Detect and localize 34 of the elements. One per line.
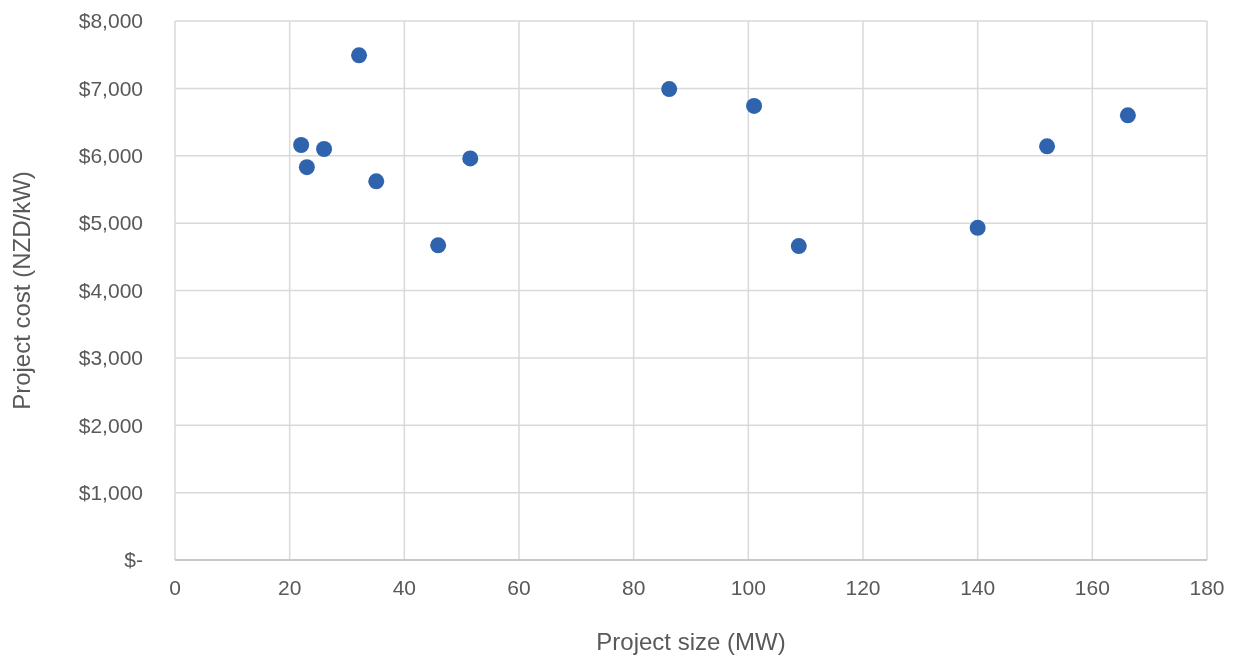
y-tick-label: $4,000 [78,278,143,302]
y-tick-label: $5,000 [78,211,143,235]
point [351,47,368,64]
x-axis-title: Project size (MW) [596,628,786,655]
x-tick-label: 140 [960,576,996,599]
y-tick-label: $7,000 [78,76,143,100]
point [790,238,807,255]
y-tick-label: $1,000 [78,480,143,504]
x-tick-label: 40 [392,576,417,599]
point [298,159,315,176]
x-tick-label: 160 [1074,576,1110,599]
point [462,150,479,167]
y-tick-label: $8,000 [78,9,143,33]
y-tick-label: $3,000 [78,346,143,370]
point [316,141,333,157]
y-tick-label: $6,000 [78,144,143,168]
x-tick-label: 20 [277,576,302,599]
x-tick-label: 180 [1189,576,1225,599]
x-tick-label: 120 [845,576,881,599]
x-tick-label: 100 [730,576,766,599]
point [368,173,385,190]
y-axis-title: Project cost (NZD/kW) [8,171,35,410]
point [746,97,763,114]
point [1119,107,1136,124]
x-tick-label: 60 [507,576,531,599]
point [430,237,447,254]
y-tick-label: $2,000 [78,413,143,437]
x-tick-label: 0 [169,576,181,599]
point [1039,138,1056,155]
y-tick-label: $- [124,548,143,572]
point [661,81,678,98]
x-tick-label: 80 [621,576,646,599]
point [293,136,310,153]
point [969,219,986,236]
